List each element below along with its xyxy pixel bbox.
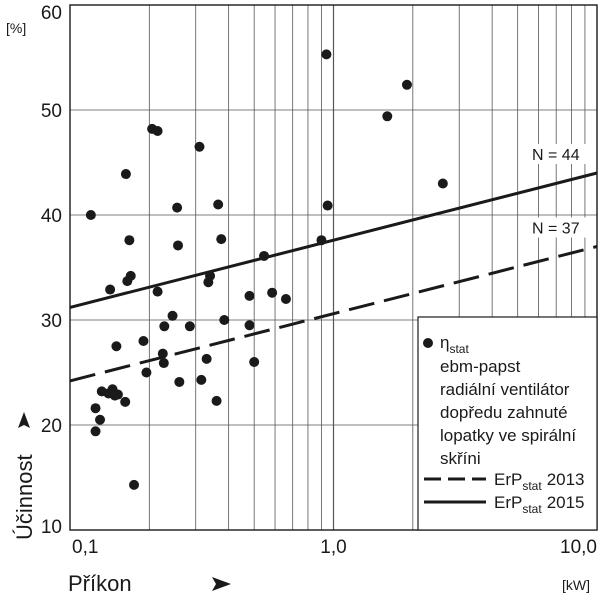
y-tick-label: 50 [41,101,62,122]
y-tick-label: 10 [41,517,62,538]
y-tick-labels: 10 20 30 40 50 60 [41,3,62,538]
y-axis-title: Účinnost [12,412,37,540]
data-point [401,79,412,90]
legend-line-1: ebm-papst [440,357,521,376]
data-point [244,320,255,331]
data-point [90,403,101,414]
data-point [322,200,333,211]
data-point [244,290,255,301]
data-point [120,396,131,407]
data-point [316,235,327,246]
legend: ηstat ebm-papst radiální ventilátor dopř… [417,316,598,531]
legend-solid-label: ErPstat 2015 [494,493,585,516]
data-point [120,169,131,180]
legend-line-4: lopatky ve spirální [440,426,576,445]
legend-marker-label: ηstat [440,333,469,356]
y-axis-arrow-icon [18,412,30,428]
data-point [152,126,163,136]
erp-2013-line [69,245,598,383]
x-tick-label: 1,0 [320,537,346,558]
line-label-background [527,144,587,164]
reference-line-labels: N = 44 N = 37 [527,144,587,238]
legend-dashed-sub: stat [522,479,542,493]
x-tick-label: 10,0 [560,537,597,558]
data-point [213,199,224,210]
x-axis-arrow-icon [212,577,231,591]
x-tick-labels: 0,1 1,0 10,0 [72,537,597,558]
legend-line-3: dopředu zahnuté [440,403,568,422]
data-point [141,367,152,378]
plot-frame [69,4,598,531]
data-point [159,321,170,332]
data-point [85,210,96,220]
data-point [280,294,291,304]
data-point [174,376,185,387]
y-unit-label: [%] [6,20,26,36]
data-point [205,270,216,281]
data-point [194,141,205,152]
legend-dashed-label: ErPstat 2013 [494,470,585,493]
y-tick-label: 20 [41,416,62,437]
data-point [129,479,140,490]
data-point [172,202,183,213]
data-point [95,414,106,425]
legend-solid-text: ErP [494,493,522,512]
x-unit-label: [kW] [562,577,590,593]
data-point [105,284,116,295]
legend-solid-year: 2015 [547,493,585,512]
legend-marker [423,338,433,348]
data-point [201,353,212,364]
data-point [90,426,101,437]
data-point [173,240,184,251]
data-point [219,315,230,325]
data-point [249,357,260,367]
y-tick-label: 60 [41,3,62,24]
data-point [158,358,169,369]
data-point [321,49,332,60]
data-point [437,178,448,189]
data-point [125,270,136,281]
data-point [382,111,393,122]
legend-line-5: skříni [440,449,481,468]
legend-marker-symbol: η [440,333,449,352]
x-axis-title: Příkon [68,571,132,596]
legend-line-2: radiální ventilátor [440,380,570,399]
n44-label: N = 44 [532,147,580,164]
legend-dashed-year: 2013 [547,470,585,489]
y-tick-label: 40 [41,206,62,227]
data-point [157,348,168,359]
data-point [152,286,163,297]
legend-marker-sub: stat [449,342,469,356]
erp-2015-line [69,171,598,309]
data-point [267,287,278,298]
reference-lines [69,171,598,383]
data-point [124,235,135,246]
data-point [111,341,122,352]
line-label-background [527,217,587,238]
data-point [211,395,222,406]
x-tick-label: 0,1 [72,537,98,558]
legend-box [417,316,598,531]
data-point [259,250,270,261]
data-points [85,49,448,490]
legend-solid-sub: stat [522,502,542,516]
legend-dashed-text: ErP [494,470,522,489]
data-point [167,310,178,321]
y-tick-label: 30 [41,311,62,332]
y-axis-title-text: Účinnost [12,454,37,540]
data-point [196,374,207,385]
data-point [112,389,123,400]
data-point [138,336,149,346]
n37-label: N = 37 [532,221,580,238]
data-point [184,321,195,332]
data-point [216,234,227,245]
